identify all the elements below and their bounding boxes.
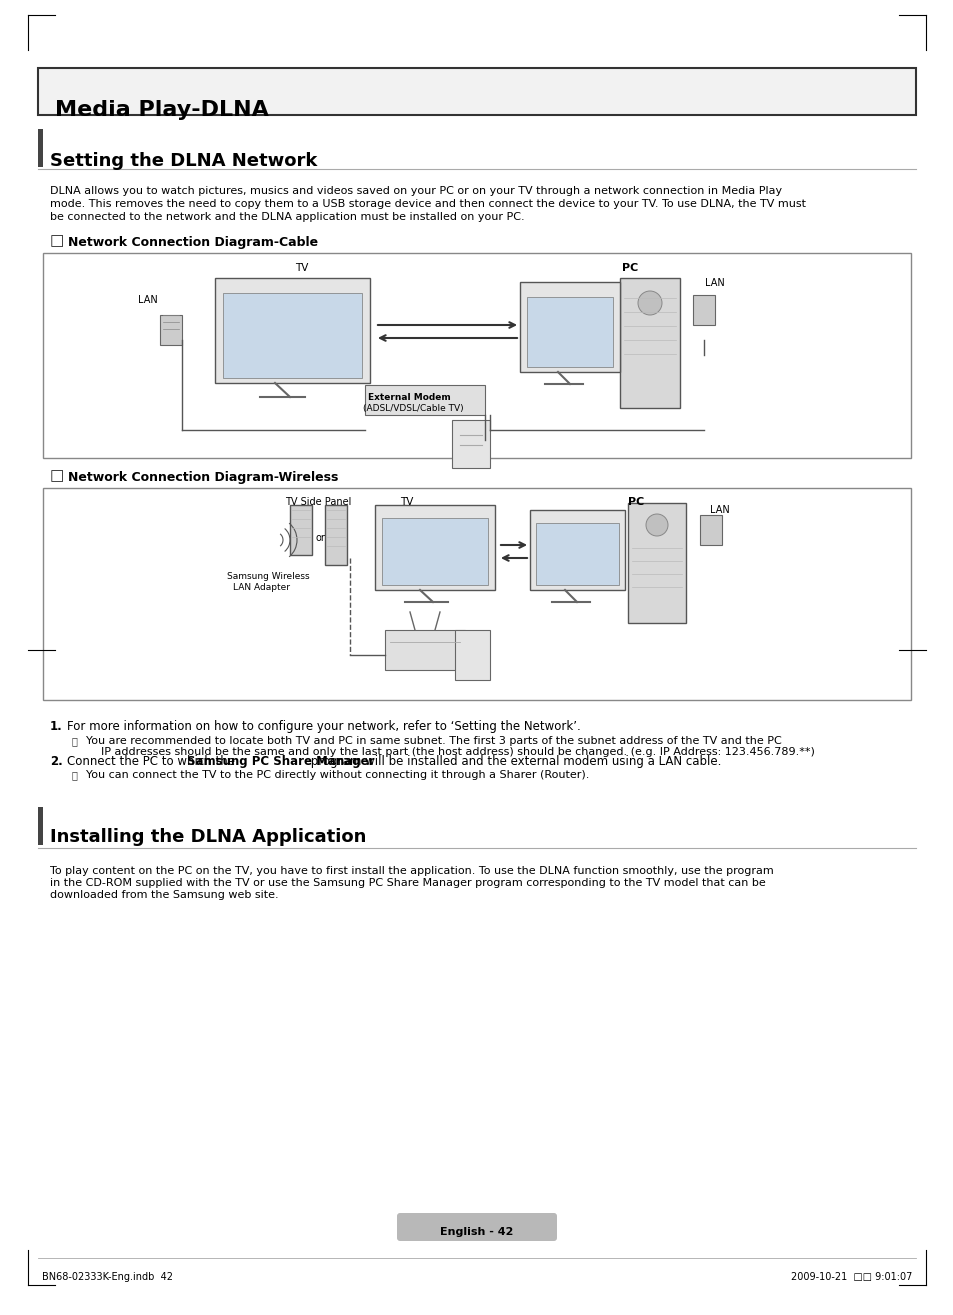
Text: TV Side Panel: TV Side Panel bbox=[285, 497, 351, 508]
Text: English - 42: English - 42 bbox=[440, 1227, 513, 1237]
Text: Installing the DLNA Application: Installing the DLNA Application bbox=[50, 828, 366, 846]
Text: BN68-02333K-Eng.indb  42: BN68-02333K-Eng.indb 42 bbox=[42, 1272, 172, 1282]
Text: LAN: LAN bbox=[138, 295, 157, 305]
Bar bbox=[455, 630, 490, 680]
Bar bbox=[365, 385, 484, 416]
Text: ⓹: ⓹ bbox=[71, 771, 78, 780]
Bar bbox=[375, 505, 495, 590]
FancyBboxPatch shape bbox=[396, 1212, 557, 1241]
Bar bbox=[38, 807, 43, 846]
Text: (ADSL/VDSL/Cable TV): (ADSL/VDSL/Cable TV) bbox=[363, 404, 463, 413]
Text: Setting the DLNA Network: Setting the DLNA Network bbox=[50, 153, 317, 170]
Bar bbox=[536, 523, 618, 585]
Bar bbox=[160, 316, 182, 345]
Bar bbox=[627, 504, 685, 623]
Text: TV: TV bbox=[399, 497, 413, 508]
Bar bbox=[385, 630, 464, 671]
Text: External Modem: External Modem bbox=[368, 393, 450, 402]
Circle shape bbox=[638, 291, 661, 316]
Text: LAN: LAN bbox=[704, 277, 724, 288]
Bar bbox=[692, 295, 714, 325]
Text: □: □ bbox=[50, 468, 64, 483]
Text: To play content on the PC on the TV, you have to first install the application. : To play content on the PC on the TV, you… bbox=[50, 867, 773, 876]
Text: 1.: 1. bbox=[50, 721, 63, 732]
Text: You can connect the TV to the PC directly without connecting it through a Sharer: You can connect the TV to the PC directl… bbox=[86, 771, 589, 780]
Text: □: □ bbox=[50, 233, 64, 249]
Bar bbox=[214, 277, 370, 383]
Text: PC: PC bbox=[621, 263, 638, 274]
Text: DLNA allows you to watch pictures, musics and videos saved on your PC or on your: DLNA allows you to watch pictures, music… bbox=[50, 185, 781, 196]
Text: LAN: LAN bbox=[709, 505, 729, 515]
Text: 2.: 2. bbox=[50, 755, 63, 768]
Text: Connect the PC to which the: Connect the PC to which the bbox=[67, 755, 238, 768]
Text: LAN Adapter: LAN Adapter bbox=[233, 583, 290, 592]
Text: Samsung PC Share Manager: Samsung PC Share Manager bbox=[187, 755, 375, 768]
Bar bbox=[43, 488, 910, 700]
Text: Network Connection Diagram-Wireless: Network Connection Diagram-Wireless bbox=[68, 471, 338, 484]
Bar bbox=[530, 510, 624, 590]
Text: program will be installed and the external modem using a LAN cable.: program will be installed and the extern… bbox=[307, 755, 721, 768]
Bar bbox=[290, 505, 312, 555]
Text: 2009-10-21  □□ 9:01:07: 2009-10-21 □□ 9:01:07 bbox=[790, 1272, 911, 1282]
Bar bbox=[43, 252, 910, 458]
Bar bbox=[526, 297, 613, 367]
Bar bbox=[381, 518, 488, 585]
Bar bbox=[38, 129, 43, 167]
Bar bbox=[619, 277, 679, 408]
Text: or: or bbox=[315, 533, 326, 543]
Text: For more information on how to configure your network, refer to ‘Setting the Net: For more information on how to configure… bbox=[67, 721, 580, 732]
Bar bbox=[38, 68, 915, 114]
Text: Samsung Wireless: Samsung Wireless bbox=[227, 572, 310, 581]
Text: mode. This removes the need to copy them to a USB storage device and then connec: mode. This removes the need to copy them… bbox=[50, 199, 805, 209]
Bar bbox=[452, 419, 490, 468]
Text: ⓹: ⓹ bbox=[71, 736, 78, 746]
Text: in the CD-ROM supplied with the TV or use the Samsung PC Share Manager program c: in the CD-ROM supplied with the TV or us… bbox=[50, 878, 765, 888]
Bar bbox=[325, 505, 347, 565]
Bar bbox=[223, 293, 361, 377]
Bar bbox=[519, 281, 619, 372]
Circle shape bbox=[645, 514, 667, 537]
Text: You are recommended to locate both TV and PC in same subnet. The first 3 parts o: You are recommended to locate both TV an… bbox=[86, 736, 781, 746]
Text: PC: PC bbox=[627, 497, 643, 508]
Text: Media Play-DLNA: Media Play-DLNA bbox=[55, 100, 269, 120]
Text: Network Connection Diagram-Cable: Network Connection Diagram-Cable bbox=[68, 235, 317, 249]
Text: be connected to the network and the DLNA application must be installed on your P: be connected to the network and the DLNA… bbox=[50, 212, 524, 222]
Text: TV: TV bbox=[294, 263, 308, 274]
Text: IP addresses should be the same and only the last part (the host address) should: IP addresses should be the same and only… bbox=[101, 747, 814, 757]
Text: downloaded from the Samsung web site.: downloaded from the Samsung web site. bbox=[50, 890, 278, 899]
Bar bbox=[700, 515, 721, 544]
